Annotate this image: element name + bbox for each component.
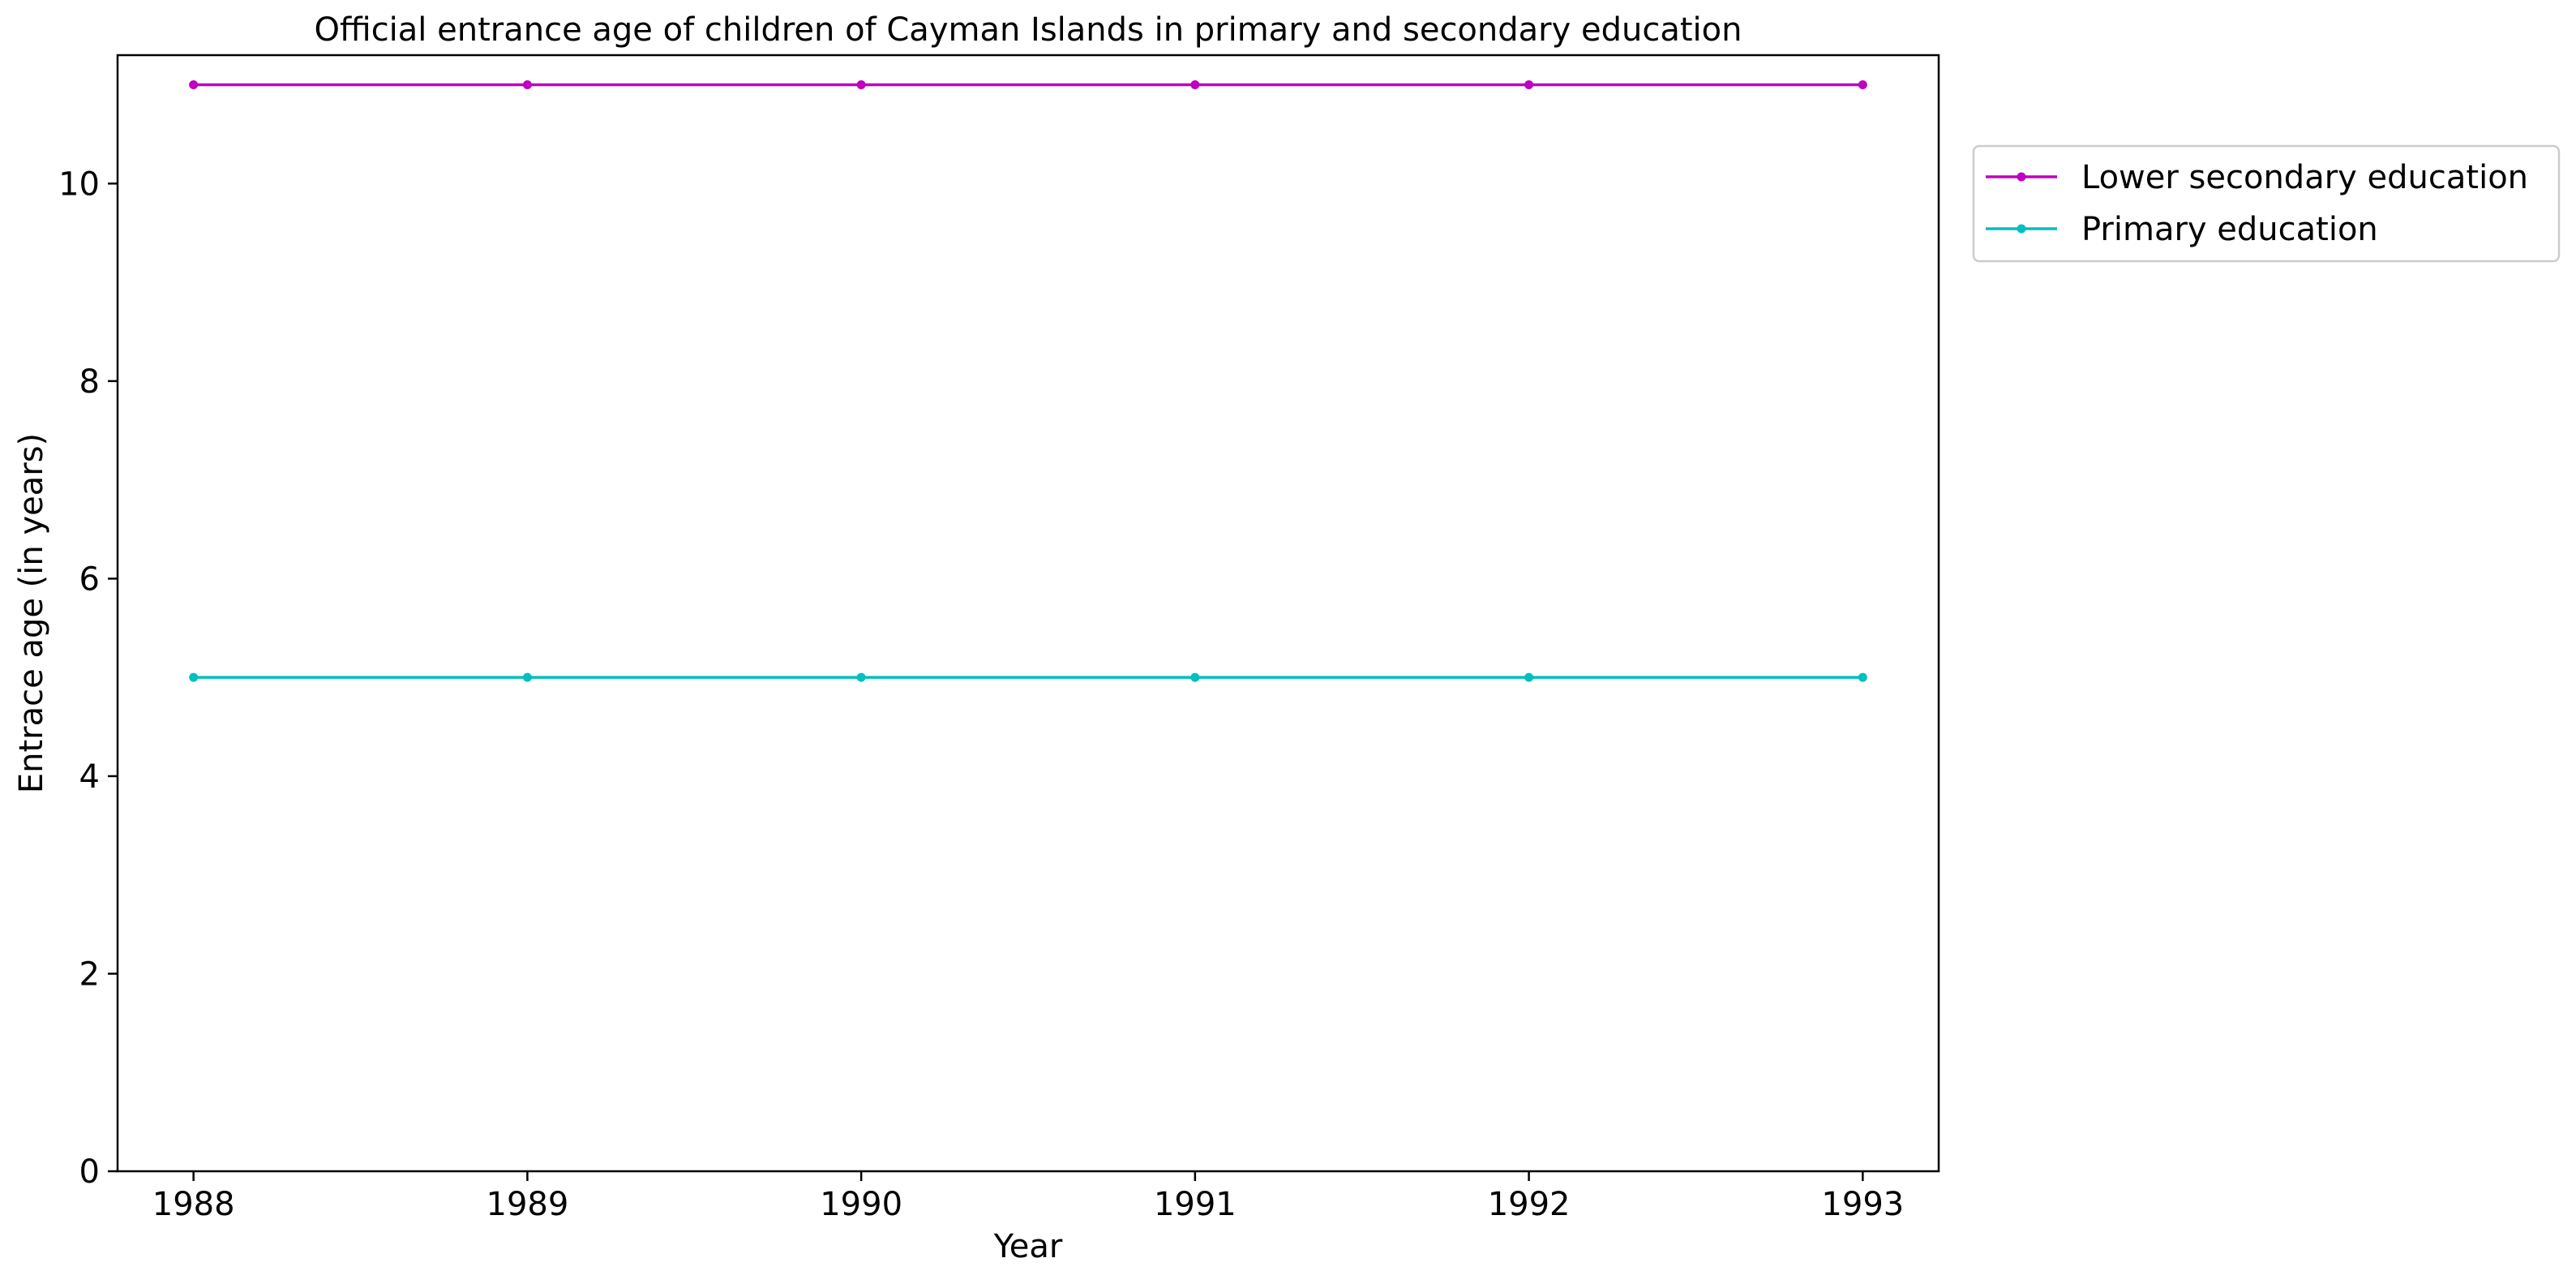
y-tick-label: 2 xyxy=(79,955,100,993)
data-point-1-2 xyxy=(856,672,866,682)
data-point-0-5 xyxy=(1858,80,1867,90)
legend-label-lower-secondary: Lower secondary education xyxy=(2081,159,2528,196)
y-tick-label: 10 xyxy=(58,165,100,203)
data-point-1-0 xyxy=(189,672,199,682)
data-point-1-5 xyxy=(1858,672,1867,682)
series-layer xyxy=(189,80,1867,682)
legend-swatch-marker-lower-secondary xyxy=(2017,172,2026,182)
legend-label-primary: Primary education xyxy=(2081,211,2378,248)
data-point-0-4 xyxy=(1524,80,1534,90)
data-point-0-0 xyxy=(189,80,199,90)
legend: Lower secondary education Primary educat… xyxy=(1972,144,2561,263)
legend-frame xyxy=(1972,144,2561,263)
y-tick-label: 8 xyxy=(79,363,100,401)
data-point-0-1 xyxy=(522,80,532,90)
x-tick-label: 1993 xyxy=(1821,1186,1904,1223)
x-tick-label: 1988 xyxy=(152,1186,235,1223)
data-point-1-4 xyxy=(1524,672,1534,682)
legend-swatch-marker-primary xyxy=(2017,224,2026,234)
plot-area-frame xyxy=(116,54,1940,1173)
y-tick-label: 4 xyxy=(79,758,100,796)
y-tick-label: 0 xyxy=(79,1153,100,1191)
data-point-0-2 xyxy=(856,80,866,90)
x-tick-label: 1991 xyxy=(1154,1186,1237,1223)
data-point-0-3 xyxy=(1190,80,1200,90)
y-axis-ticks: 0 2 4 6 8 10 xyxy=(58,165,118,1191)
x-tick-label: 1992 xyxy=(1488,1186,1571,1223)
chart-title: Official entrance age of children of Cay… xyxy=(315,11,1742,49)
y-axis-label: Entrace age (in years) xyxy=(13,433,50,793)
x-tick-label: 1990 xyxy=(820,1186,902,1223)
x-tick-label: 1989 xyxy=(486,1186,569,1223)
x-axis-label: Year xyxy=(993,1228,1063,1265)
x-axis-ticks: 1988 1989 1990 1991 1992 1993 xyxy=(152,1171,1904,1223)
y-tick-label: 6 xyxy=(79,560,100,598)
data-point-1-1 xyxy=(522,672,532,682)
data-point-1-3 xyxy=(1190,672,1200,682)
